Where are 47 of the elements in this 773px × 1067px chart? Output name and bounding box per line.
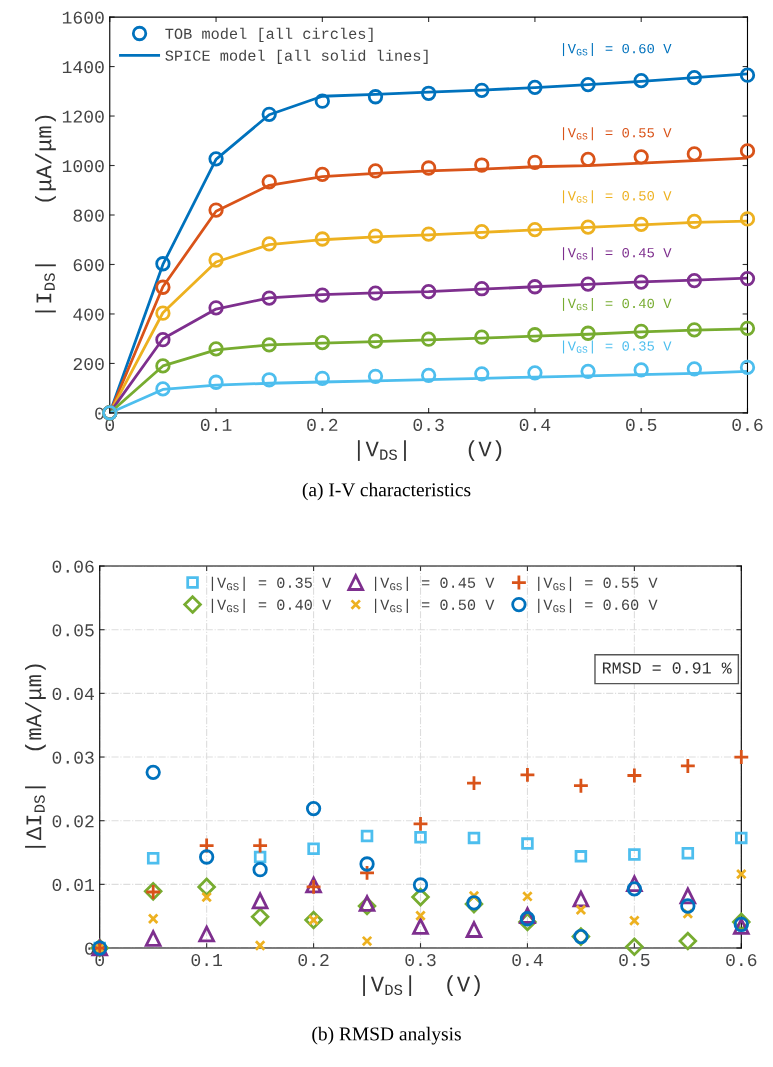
- y-tick-label: 0.06: [52, 560, 94, 573]
- y-tick-label: 0.03: [52, 751, 94, 764]
- y-tick-label: 1000: [62, 159, 104, 173]
- y-tick-label: 600: [73, 258, 104, 272]
- annotation: RMSD = 0.91 %: [602, 662, 732, 674]
- text: (a) I-V characteristics: [302, 482, 471, 501]
- y-tick-label: 0.05: [52, 624, 94, 637]
- x-tick-label: 0.2: [298, 953, 329, 967]
- annotation: |V$_{GS}$| = 0.60 V: [562, 43, 672, 57]
- annotation: |V$_{GS}$| = 0.45 V: [562, 247, 672, 261]
- annotation: |V$_{GS}$| = 0.35 V: [562, 340, 672, 354]
- x-tick-label: 0.6: [726, 953, 757, 967]
- y-tick-label: 400: [73, 308, 104, 321]
- x-tick-label: 0.3: [413, 418, 444, 432]
- legend-label: TOB model [all circles]: [165, 27, 373, 43]
- legend-label: |V$_{GS}$| = 0.55 V: [538, 576, 658, 591]
- y-tick-label: 1200: [62, 110, 104, 123]
- y-axis-title: |ΔI$_{DS}$| (mA/μm): [25, 664, 46, 848]
- y-tick-label: 0.04: [52, 687, 94, 701]
- annotation: |V$_{GS}$| = 0.55 V: [562, 127, 672, 141]
- x-tick-label: 0.5: [626, 418, 657, 432]
- x-tick-label: 0.1: [200, 418, 232, 432]
- text: (b) RMSD analysis: [312, 1026, 461, 1045]
- x-axis-title: |V$_{DS}$| (V): [357, 440, 502, 461]
- y-tick-label: 800: [73, 209, 104, 222]
- annotation: |V$_{GS}$| = 0.50 V: [562, 190, 672, 204]
- annotation: |V$_{GS}$| = 0.40 V: [562, 297, 672, 311]
- legend-label: |V$_{GS}$| = 0.40 V: [211, 598, 332, 613]
- x-tick-label: 0.1: [191, 953, 223, 967]
- legend-label: |V$_{GS}$| = 0.50 V: [374, 598, 495, 613]
- x-tick-label: 0.3: [405, 953, 436, 967]
- y-tick-label: 1600: [62, 11, 104, 24]
- x-tick-label: 0.6: [732, 418, 763, 432]
- y-tick-label: 0.02: [52, 815, 94, 828]
- legend-label: |V$_{GS}$| = 0.45 V: [374, 576, 495, 591]
- y-axis-title: |I$_{DS}$| (μA/μm): [35, 115, 56, 313]
- legend-label: SPICE model [all solid lines]: [165, 49, 428, 64]
- x-axis-title: |V$_{DS}$| (V): [363, 975, 480, 996]
- legend-label: |V$_{GS}$| = 0.35 V: [211, 576, 332, 591]
- y-tick-label: 1400: [62, 61, 104, 74]
- x-tick-label: 0.4: [512, 953, 543, 967]
- x-tick-label: 0.2: [307, 418, 338, 432]
- x-tick-label: 0.5: [619, 953, 650, 967]
- x-tick-label: 0.4: [519, 418, 551, 432]
- legend-label: |V$_{GS}$| = 0.60 V: [538, 598, 658, 613]
- y-tick-label: 200: [73, 357, 104, 371]
- y-tick-label: 0.01: [52, 878, 94, 892]
